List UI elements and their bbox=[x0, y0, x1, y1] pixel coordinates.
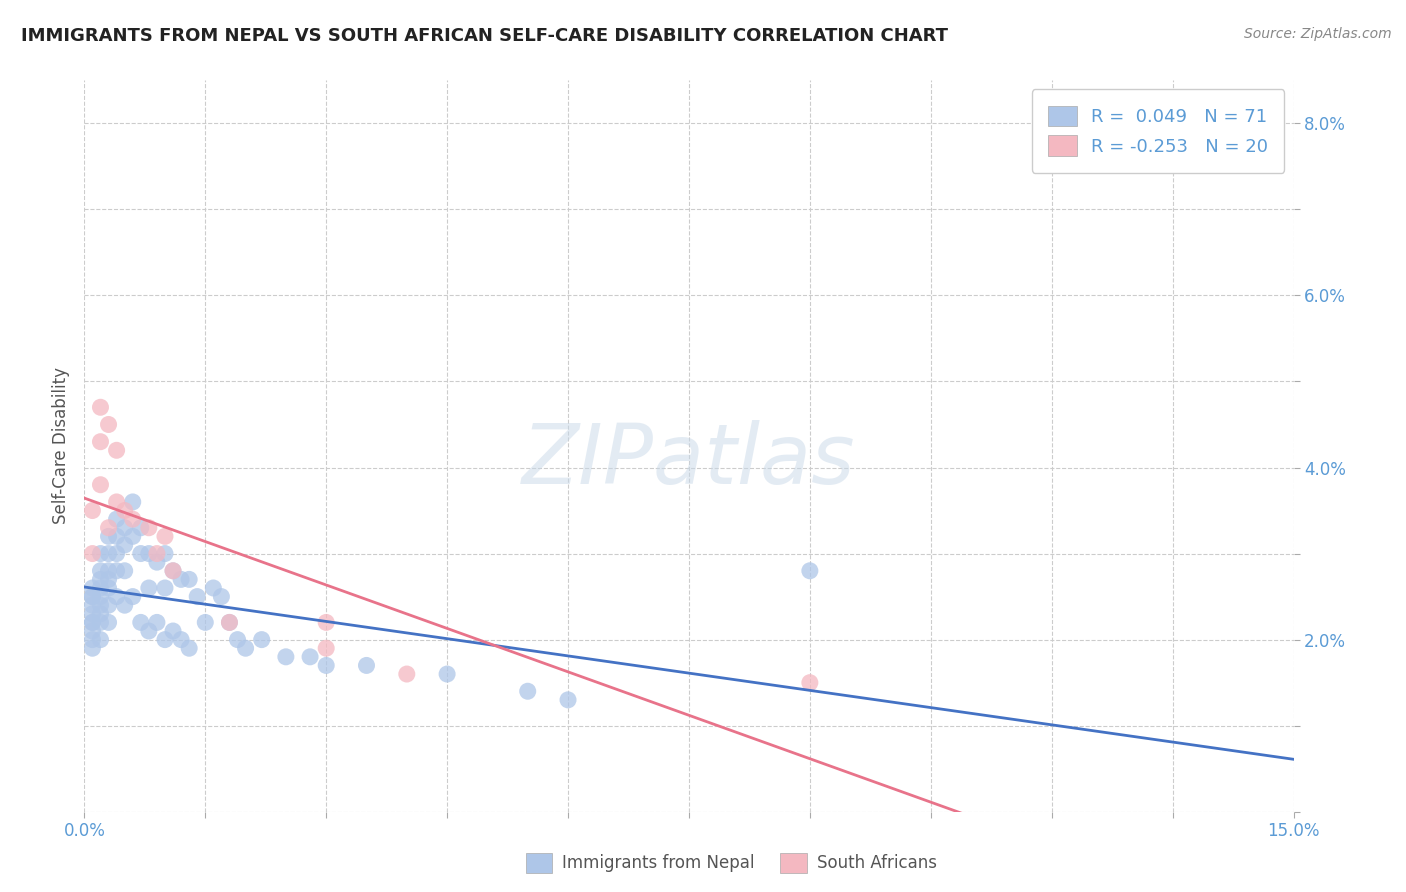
Point bbox=[799, 564, 821, 578]
Point bbox=[89, 598, 111, 612]
Point bbox=[97, 547, 120, 561]
Text: ZIPatlas: ZIPatlas bbox=[522, 420, 856, 501]
Point bbox=[82, 607, 104, 621]
Point bbox=[170, 573, 193, 587]
Point bbox=[82, 598, 104, 612]
Text: Source: ZipAtlas.com: Source: ZipAtlas.com bbox=[1244, 27, 1392, 41]
Point bbox=[436, 667, 458, 681]
Point bbox=[97, 581, 120, 595]
Point bbox=[82, 590, 104, 604]
Point bbox=[194, 615, 217, 630]
Point bbox=[121, 512, 143, 526]
Point bbox=[516, 684, 538, 698]
Point bbox=[799, 675, 821, 690]
Point bbox=[315, 641, 337, 656]
Point bbox=[89, 434, 111, 449]
Point bbox=[89, 401, 111, 415]
Point bbox=[218, 615, 240, 630]
Y-axis label: Self-Care Disability: Self-Care Disability bbox=[52, 368, 70, 524]
Point bbox=[105, 512, 128, 526]
Point bbox=[89, 581, 111, 595]
Point bbox=[105, 495, 128, 509]
Legend: Immigrants from Nepal, South Africans: Immigrants from Nepal, South Africans bbox=[519, 847, 943, 880]
Legend: R =  0.049   N = 71, R = -0.253   N = 20: R = 0.049 N = 71, R = -0.253 N = 20 bbox=[1032, 89, 1285, 172]
Point bbox=[299, 649, 322, 664]
Point bbox=[162, 564, 184, 578]
Point bbox=[105, 443, 128, 458]
Point bbox=[129, 521, 152, 535]
Point bbox=[356, 658, 378, 673]
Point bbox=[121, 495, 143, 509]
Point bbox=[89, 573, 111, 587]
Point bbox=[89, 547, 111, 561]
Point bbox=[315, 658, 337, 673]
Point bbox=[170, 632, 193, 647]
Point bbox=[82, 547, 104, 561]
Point bbox=[250, 632, 273, 647]
Point bbox=[105, 564, 128, 578]
Point bbox=[235, 641, 257, 656]
Point bbox=[97, 615, 120, 630]
Point bbox=[82, 503, 104, 517]
Point bbox=[114, 564, 136, 578]
Point bbox=[105, 529, 128, 543]
Point bbox=[82, 581, 104, 595]
Point bbox=[153, 581, 176, 595]
Point bbox=[114, 538, 136, 552]
Point bbox=[138, 547, 160, 561]
Point bbox=[218, 615, 240, 630]
Point bbox=[114, 503, 136, 517]
Point bbox=[97, 521, 120, 535]
Point bbox=[202, 581, 225, 595]
Point bbox=[138, 581, 160, 595]
Point bbox=[186, 590, 208, 604]
Point bbox=[153, 632, 176, 647]
Point bbox=[82, 641, 104, 656]
Point bbox=[89, 607, 111, 621]
Point bbox=[146, 555, 169, 569]
Point bbox=[315, 615, 337, 630]
Point bbox=[557, 693, 579, 707]
Point bbox=[82, 624, 104, 638]
Point bbox=[129, 547, 152, 561]
Point bbox=[105, 547, 128, 561]
Point bbox=[89, 590, 111, 604]
Point bbox=[274, 649, 297, 664]
Text: IMMIGRANTS FROM NEPAL VS SOUTH AFRICAN SELF-CARE DISABILITY CORRELATION CHART: IMMIGRANTS FROM NEPAL VS SOUTH AFRICAN S… bbox=[21, 27, 948, 45]
Point bbox=[82, 590, 104, 604]
Point bbox=[162, 624, 184, 638]
Point bbox=[97, 573, 120, 587]
Point bbox=[89, 564, 111, 578]
Point bbox=[97, 598, 120, 612]
Point bbox=[138, 624, 160, 638]
Point bbox=[179, 573, 201, 587]
Point bbox=[179, 641, 201, 656]
Point bbox=[114, 598, 136, 612]
Point bbox=[89, 477, 111, 491]
Point bbox=[114, 521, 136, 535]
Point bbox=[129, 615, 152, 630]
Point bbox=[162, 564, 184, 578]
Point bbox=[226, 632, 249, 647]
Point bbox=[153, 547, 176, 561]
Point bbox=[146, 615, 169, 630]
Point bbox=[153, 529, 176, 543]
Point bbox=[82, 615, 104, 630]
Point bbox=[105, 590, 128, 604]
Point bbox=[89, 632, 111, 647]
Point bbox=[138, 521, 160, 535]
Point bbox=[121, 529, 143, 543]
Point bbox=[146, 547, 169, 561]
Point bbox=[395, 667, 418, 681]
Point bbox=[97, 417, 120, 432]
Point bbox=[82, 632, 104, 647]
Point bbox=[89, 615, 111, 630]
Point bbox=[121, 590, 143, 604]
Point bbox=[97, 529, 120, 543]
Point bbox=[209, 590, 232, 604]
Point bbox=[82, 615, 104, 630]
Point bbox=[97, 564, 120, 578]
